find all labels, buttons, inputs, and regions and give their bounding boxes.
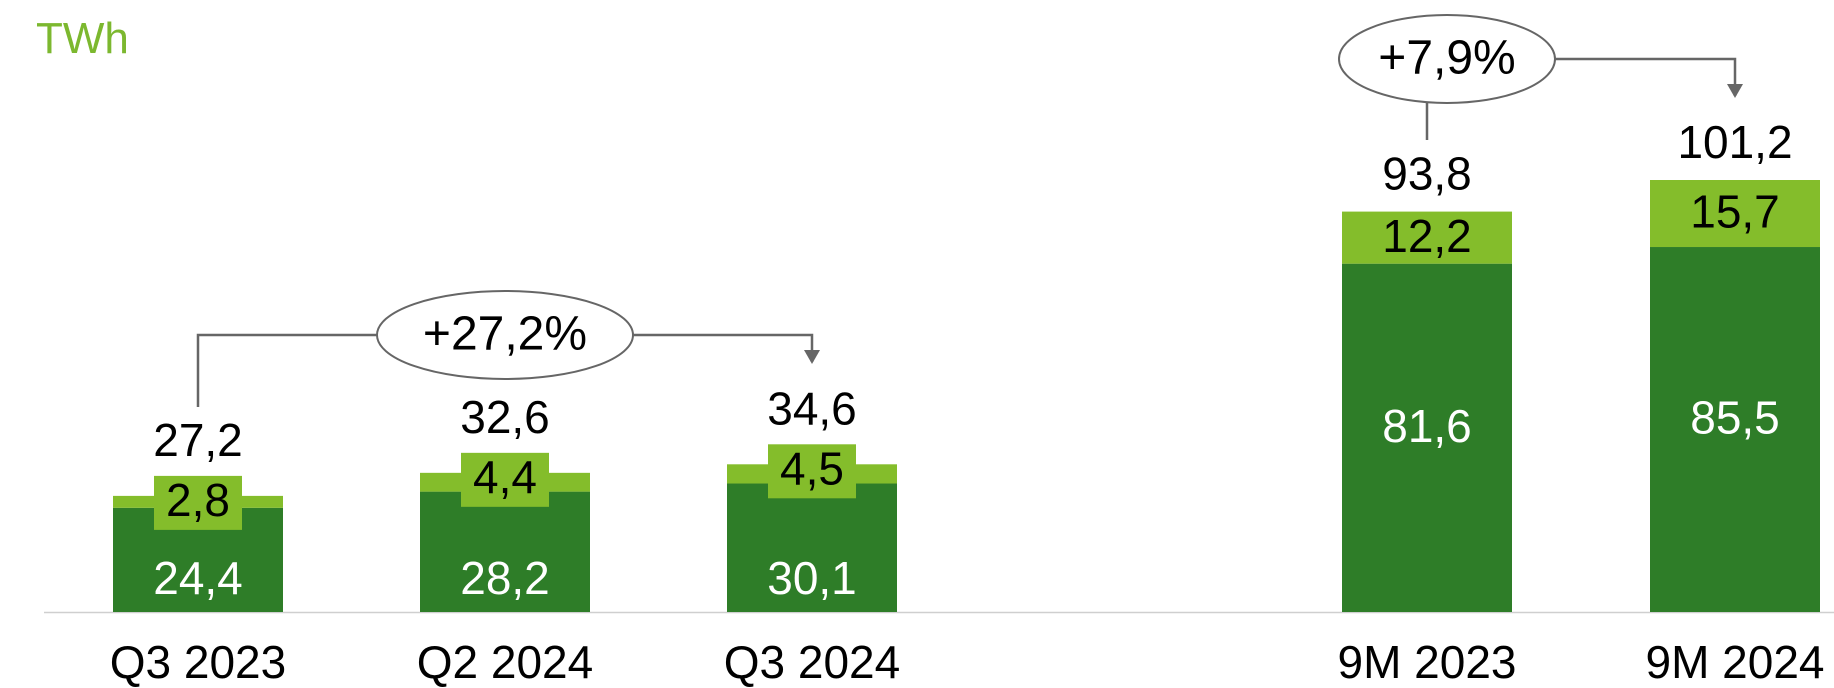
segment-value-label: 4,5 — [780, 442, 844, 494]
total-value-label: 32,6 — [460, 391, 550, 443]
segment-label-box — [768, 444, 856, 499]
category-label: Q2 2024 — [417, 636, 593, 688]
unit-label: TWh — [36, 14, 129, 63]
bar-segment-base — [727, 483, 897, 612]
category-label: Q3 2024 — [724, 636, 900, 688]
segment-value-label: 81,6 — [1382, 400, 1472, 452]
bar-segment-top — [1650, 180, 1820, 248]
growth-percent-label: +27,2% — [423, 308, 587, 361]
bar-segment-base — [420, 491, 590, 612]
total-value-label: 93,8 — [1382, 148, 1472, 200]
segment-value-label: 2,8 — [166, 474, 230, 526]
growth-arrowhead — [1727, 84, 1743, 98]
segment-value-label: 30,1 — [767, 552, 857, 604]
bar-segment-top — [1342, 211, 1512, 264]
bar-segment-base — [1650, 247, 1820, 612]
total-value-label: 101,2 — [1677, 116, 1792, 168]
category-label: Q3 2023 — [110, 636, 286, 688]
segment-value-label: 15,7 — [1690, 186, 1780, 238]
segment-value-label: 28,2 — [460, 552, 550, 604]
segment-label-box — [154, 475, 242, 530]
segment-value-label: 12,2 — [1382, 210, 1472, 262]
total-value-label: 34,6 — [767, 382, 857, 434]
growth-percent-label: +7,9% — [1378, 32, 1515, 85]
growth-bubble — [1338, 14, 1556, 104]
growth-bubble — [376, 290, 634, 380]
growth-arrowhead — [804, 350, 820, 364]
segment-value-label: 4,4 — [473, 451, 537, 503]
segment-value-label: 24,4 — [153, 552, 243, 604]
category-label: 9M 2024 — [1645, 636, 1824, 688]
segment-label-box — [461, 452, 549, 507]
category-label: 9M 2023 — [1337, 636, 1516, 688]
bar-segment-base — [1342, 263, 1512, 612]
total-value-label: 27,2 — [153, 414, 243, 466]
segment-value-label: 85,5 — [1690, 392, 1780, 444]
